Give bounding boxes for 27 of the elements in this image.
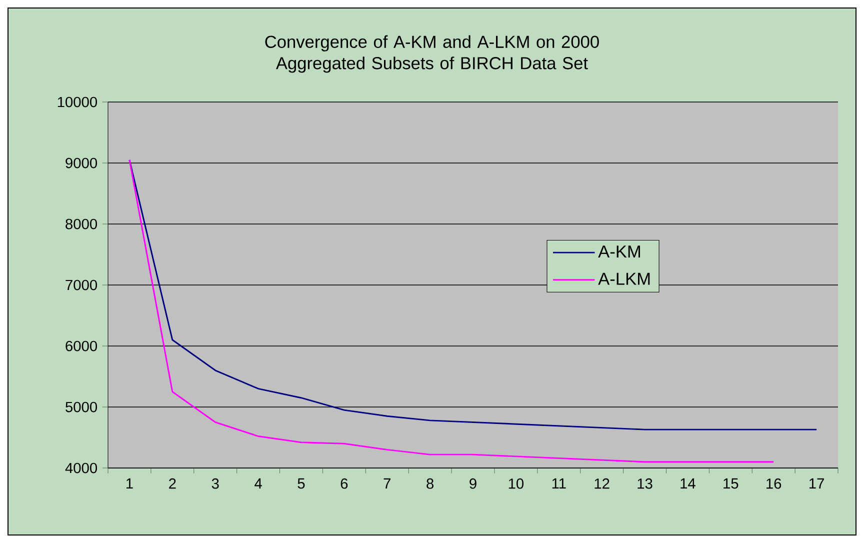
x-tick-label: 8: [426, 478, 434, 489]
x-tick-label: 11: [552, 478, 566, 488]
legend-label: A-LKM: [598, 272, 650, 285]
x-tick-label: 5: [298, 478, 305, 489]
x-tick-label: 15: [724, 478, 738, 489]
x-tick-label: 1: [126, 478, 133, 488]
x-tick-label: 13: [638, 478, 652, 489]
legend-label: A-KM: [598, 246, 640, 258]
x-tick-label: 3: [212, 478, 219, 489]
y-tick-label: 6000: [66, 340, 98, 352]
x-tick-label: 9: [470, 478, 476, 489]
y-tick-label: 7000: [66, 280, 98, 290]
y-tick-label: 5000: [66, 402, 98, 412]
x-tick-label: 7: [384, 478, 390, 488]
x-tick-label: 17: [809, 478, 824, 488]
x-tick-label: 14: [680, 478, 696, 488]
x-tick-label: 16: [766, 478, 782, 489]
y-tick-label: 10000: [58, 96, 98, 108]
y-tick-label: 8000: [66, 218, 98, 230]
x-tick-label: 12: [594, 478, 610, 489]
x-tick-label: 2: [169, 478, 176, 489]
x-tick-label: 4: [254, 478, 262, 488]
y-tick-label: 4000: [65, 462, 98, 474]
chart-title: Convergence of A-KM and A-LKM on 2000 Aggregated Subsets of BIRCH Data Set: [265, 35, 599, 73]
x-tick-label: 10: [508, 478, 524, 489]
x-tick-label: 6: [340, 478, 348, 489]
y-tick-label: 9000: [66, 158, 98, 168]
